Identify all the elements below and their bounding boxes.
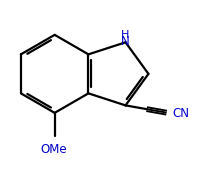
Text: H: H <box>121 30 129 40</box>
Text: OMe: OMe <box>40 143 67 156</box>
Text: CN: CN <box>172 107 188 120</box>
Text: N: N <box>121 35 129 48</box>
